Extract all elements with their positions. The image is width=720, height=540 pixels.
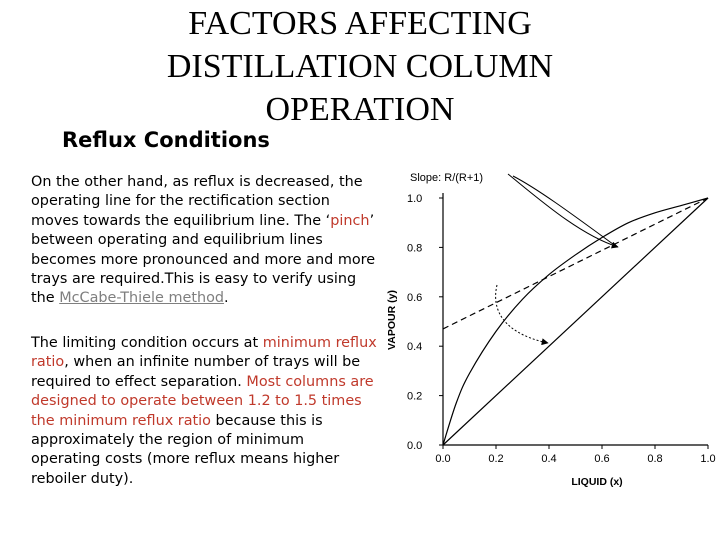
paragraph-reflux-decrease: On the other hand, as reflux is decrease…	[31, 173, 377, 309]
p1-text-3: .	[224, 290, 229, 307]
y-tick-label: 0.8	[407, 242, 422, 254]
p1-text-2: ’ between operating and equilibrium line…	[31, 212, 376, 307]
y-tick-label: 0.4	[407, 341, 422, 353]
y-axis-label: VAPOUR (y)	[386, 290, 398, 350]
page-title: FACTORS AFFECTING DISTILLATION COLUMN OP…	[0, 2, 720, 131]
y-tick-label: 0.6	[407, 292, 422, 304]
p2-text-3: because this is approximately the region…	[31, 412, 340, 487]
annotation-leader	[512, 175, 618, 248]
p2-text-1: The limiting condition occurs at	[31, 335, 263, 351]
x-tick-label: 0.6	[594, 453, 609, 465]
mccabe-thiele-chart: 0.0 0.2 0.4 0.6 0.8 1.0 0.0 0.2 0.4 0.6 0.8 1.0 Slo…	[386, 172, 716, 488]
chart-series	[442, 197, 709, 446]
operating-line	[442, 197, 709, 330]
x-tick-label: 0.4	[541, 453, 556, 465]
minimum-reflux-highlight: minimum reflux ratio	[31, 335, 377, 371]
x-axis-label: LIQUID (x)	[571, 476, 622, 488]
section-subtitle: Reflux Conditions	[62, 128, 270, 152]
chart-axes: 0.0 0.2 0.4 0.6 0.8 1.0 0.0 0.2 0.4 0.6 0.8 1.0	[407, 193, 716, 465]
arrow-pinch	[495, 284, 549, 346]
paragraph-minimum-reflux: The limiting condition occurs at minimum…	[31, 334, 377, 489]
p1-text-1: On the other hand, as reflux is decrease…	[31, 174, 363, 229]
x-tick-label: 0.0	[435, 453, 450, 465]
title-line-1: FACTORS AFFECTING	[188, 5, 532, 42]
x-tick-label: 1.0	[700, 453, 715, 465]
equilibrium-curve	[442, 197, 709, 446]
title-line-3: OPERATION	[265, 91, 455, 128]
title-line-2: DISTILLATION COLUMN	[166, 48, 554, 85]
x-tick-label: 0.2	[488, 453, 503, 465]
design-range-highlight: Most columns are designed to operate bet…	[31, 373, 374, 429]
pinch-highlight: pinch	[330, 212, 370, 229]
slope-annotation: Slope: R/(R+1)	[410, 172, 483, 184]
x-tick-label: 0.8	[647, 453, 662, 465]
diagonal-line	[442, 197, 709, 446]
p2-text-2: , when an infinite number of trays will …	[31, 354, 361, 390]
y-tick-label: 0.0	[407, 440, 422, 452]
mccabe-thiele-link[interactable]: McCabe-Thiele method	[59, 290, 225, 307]
y-tick-label: 1.0	[407, 193, 422, 205]
arrow-to-operating-line	[507, 173, 619, 249]
y-tick-label: 0.2	[407, 391, 422, 403]
